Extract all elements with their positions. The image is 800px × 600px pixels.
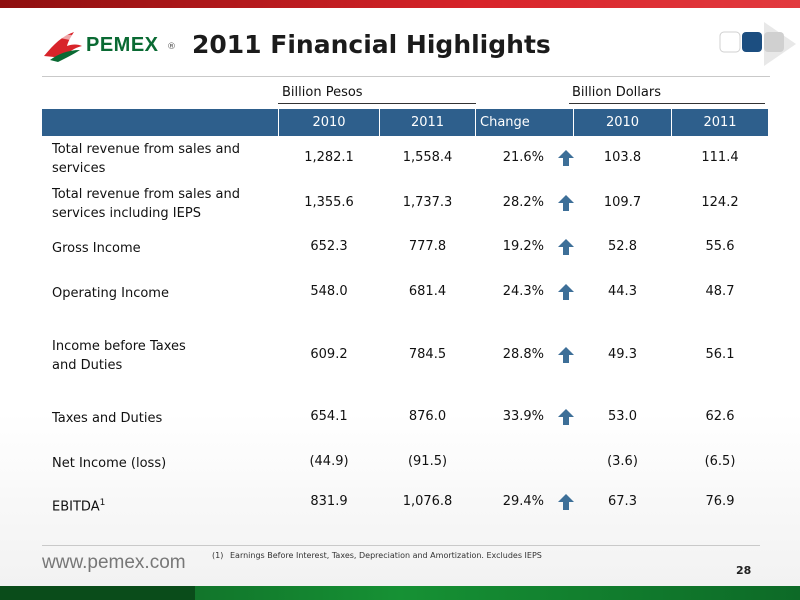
table-header: 2010 2011 Change 2010 2011 (42, 109, 768, 136)
website-link[interactable]: www.pemex.com (42, 552, 186, 574)
row-label: Operating Income (52, 285, 169, 301)
cell-change: 21.6% (502, 150, 544, 165)
cell-pesos-2010: (44.9) (309, 454, 349, 469)
header-divider (671, 109, 672, 136)
row-label: Income before Taxes and Duties (52, 339, 186, 373)
cell-usd-2011: 124.2 (701, 195, 739, 210)
arrow-up-icon (558, 150, 574, 166)
cell-usd-2011: 111.4 (701, 150, 739, 165)
header-change: Change (480, 115, 530, 130)
logo-wordmark: PEMEX (86, 34, 159, 56)
page-number: 28 (736, 564, 752, 577)
cell-usd-2010: 53.0 (608, 409, 637, 424)
arrow-up-icon (558, 347, 574, 363)
pemex-eagle-logo-icon (44, 32, 82, 62)
table-row: Gross Income 652.3 777.8 52.8 55.6 19.2% (42, 233, 768, 263)
cell-change: 24.3% (502, 284, 544, 299)
header-divider (475, 109, 476, 136)
header-divider (379, 109, 380, 136)
cell-change: 33.9% (502, 409, 544, 424)
cell-change: 29.4% (502, 494, 544, 509)
cell-pesos-2011: 777.8 (408, 239, 447, 254)
top-accent-bar (0, 0, 800, 8)
header-pesos-2010: 2010 (312, 115, 346, 130)
cell-usd-2011: 76.9 (705, 494, 735, 509)
group-rule-pesos (278, 103, 476, 104)
footnote-superscript: 1 (99, 497, 106, 508)
group-rule-dollars (569, 103, 765, 104)
cell-pesos-2011: 1,558.4 (402, 150, 453, 165)
decorative-squares-icon (719, 22, 796, 66)
header-divider (278, 109, 279, 136)
table-row: Taxes and Duties 654.1 876.0 53.0 62.6 33.9% (42, 403, 768, 433)
cell-usd-2010: 67.3 (608, 494, 637, 509)
cell-pesos-2010: 609.2 (310, 347, 348, 362)
cell-pesos-2010: 548.0 (310, 284, 348, 299)
group-label-pesos: Billion Pesos (282, 85, 363, 100)
cell-pesos-2010: 652.3 (310, 239, 348, 254)
cell-pesos-2011: 876.0 (408, 409, 447, 424)
row-label: Taxes and Duties (52, 410, 163, 426)
footnote-text: Earnings Before Interest, Taxes, Depreci… (230, 551, 542, 560)
cell-change: 28.8% (502, 347, 544, 362)
page-title: 2011 Financial Highlights (192, 30, 551, 59)
arrow-up-icon (558, 284, 574, 300)
cell-pesos-2010: 1,282.1 (304, 150, 354, 165)
title-divider (42, 76, 770, 77)
website-text: www.pemex.com (42, 552, 186, 573)
cell-usd-2010: (3.6) (607, 454, 638, 469)
cell-usd-2010: 49.3 (608, 347, 637, 362)
arrow-up-icon (558, 239, 574, 255)
header-divider (573, 109, 574, 136)
cell-change: 28.2% (502, 195, 544, 210)
cell-usd-2011: 48.7 (705, 284, 735, 299)
group-label-dollars: Billion Dollars (572, 85, 661, 100)
cell-pesos-2010: 654.1 (310, 409, 348, 424)
row-label: EBITDA1 (52, 497, 106, 514)
cell-usd-2011: 56.1 (705, 347, 735, 362)
header-usd-2010: 2010 (605, 115, 640, 130)
cell-change: 19.2% (502, 239, 544, 254)
table-row: Total revenue from sales and services in… (42, 183, 768, 225)
cell-pesos-2011: 1,737.3 (402, 195, 453, 210)
table-row: Total revenue from sales and services 1,2… (42, 138, 768, 180)
cell-usd-2010: 52.8 (608, 239, 637, 254)
cell-pesos-2010: 831.9 (310, 494, 348, 509)
cell-usd-2010: 103.8 (603, 150, 642, 165)
header-usd-2011: 2011 (703, 115, 737, 130)
cell-usd-2011: 62.6 (705, 409, 735, 424)
row-label: Total revenue from sales and services (52, 142, 240, 176)
table-row: EBITDA1 831.9 1,076.8 67.3 76.9 29.4% (42, 488, 768, 518)
footer-divider (42, 545, 760, 546)
table-row: Net Income (loss) (44.9) (91.5) (3.6) (6.5) (42, 448, 768, 478)
cell-pesos-2011: 784.5 (408, 347, 447, 362)
row-label: Net Income (loss) (52, 455, 167, 471)
cell-usd-2011: (6.5) (704, 454, 736, 469)
cell-pesos-2011: (91.5) (407, 454, 448, 469)
cell-usd-2010: 44.3 (608, 284, 637, 299)
header-pesos-2011: 2011 (410, 115, 445, 130)
slide-background (0, 8, 800, 586)
registered-mark: ® (167, 42, 176, 52)
row-label: Gross Income (52, 240, 141, 256)
cell-pesos-2011: 681.4 (408, 284, 447, 299)
bottom-accent-bar (0, 586, 800, 600)
table-row: Income before Taxes and Duties 609.2 784.5… (42, 332, 768, 380)
row-label: Total revenue from sales and services in… (52, 187, 240, 221)
cell-pesos-2010: 1,355.6 (304, 195, 354, 210)
cell-usd-2010: 109.7 (603, 195, 642, 210)
cell-usd-2011: 55.6 (705, 239, 735, 254)
cell-pesos-2011: 1,076.8 (402, 494, 453, 509)
arrow-up-icon (558, 494, 574, 510)
arrow-up-icon (558, 409, 574, 425)
arrow-up-icon (558, 195, 574, 211)
table-row: Operating Income 548.0 681.4 44.3 48.7 24.3% (42, 278, 768, 308)
bottom-accent-bar-dark (0, 586, 195, 600)
footnote-number: (1) (212, 551, 224, 560)
